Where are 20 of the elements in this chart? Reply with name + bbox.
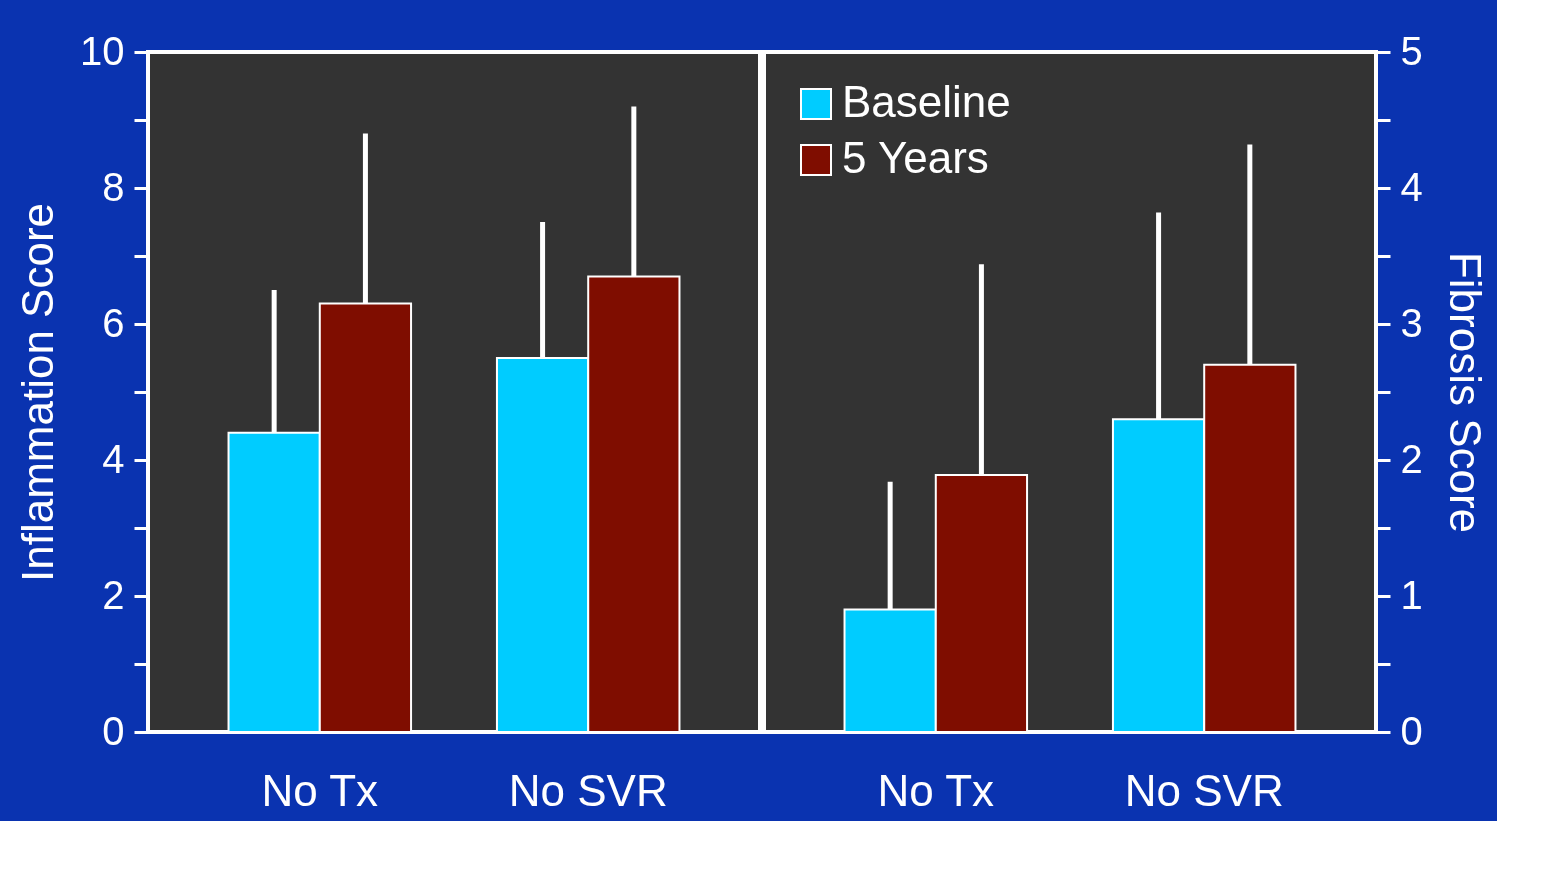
y-tick-label: 0 bbox=[102, 708, 125, 753]
y2-tick-label: 0 bbox=[1400, 708, 1423, 753]
x-tick-label: No Tx bbox=[877, 765, 995, 815]
y2-tick-label: 4 bbox=[1400, 164, 1423, 209]
y-tick-label: 8 bbox=[102, 164, 125, 209]
y2-tick-label: 2 bbox=[1400, 436, 1423, 481]
y-tick-label: 6 bbox=[102, 300, 125, 345]
x-tick-label: No SVR bbox=[1124, 765, 1284, 815]
y2-tick-label: 3 bbox=[1400, 300, 1423, 345]
y-tick-label: 10 bbox=[80, 28, 125, 73]
x-tick-label: No SVR bbox=[508, 765, 668, 815]
legend-label: Baseline bbox=[842, 77, 1011, 126]
y2-tick-label: 5 bbox=[1400, 28, 1423, 73]
y2-axis-title: Fibrosis Score bbox=[1440, 251, 1490, 534]
legend-label: 5 Years bbox=[842, 133, 989, 182]
y-tick-label: 2 bbox=[102, 572, 125, 617]
y-axis-title: Inflammation Score bbox=[13, 202, 63, 583]
y2-tick-label: 1 bbox=[1400, 572, 1423, 617]
x-tick-label: No Tx bbox=[261, 765, 379, 815]
y-tick-label: 4 bbox=[102, 436, 125, 481]
